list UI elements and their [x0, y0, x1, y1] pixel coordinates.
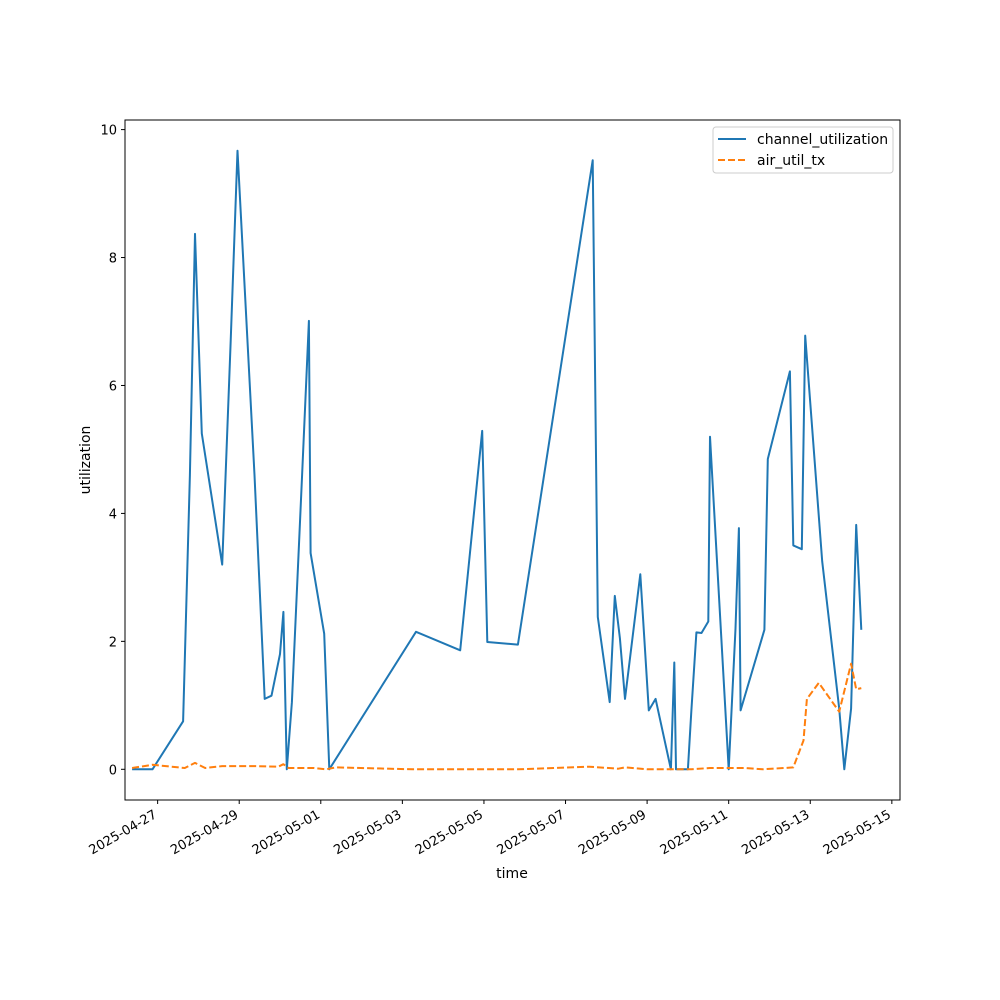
y-axis: 0 2 4 6 8 10 [100, 124, 125, 778]
series-line-air-util-tx [131, 662, 862, 771]
y-tick-label: 4 [109, 507, 117, 522]
x-axis-label: time [496, 866, 528, 882]
y-tick-label: 2 [109, 635, 117, 650]
y-tick-label: 0 [109, 763, 117, 778]
legend-box [712, 126, 894, 174]
legend-label-channel-utilization: channel_utilization [757, 132, 888, 148]
y-tick-label: 8 [109, 252, 117, 267]
y-tick-label: 6 [109, 379, 117, 394]
y-axis-label: utilization [78, 426, 94, 495]
series-layer [131, 149, 863, 771]
legend-label-air-util-tx: air_util_tx [757, 153, 825, 169]
legend: channel_utilization air_util_tx [712, 126, 894, 174]
series-line-channel-utilization [132, 149, 863, 771]
y-tick-label: 10 [100, 124, 117, 139]
plot-frame [124, 119, 901, 801]
